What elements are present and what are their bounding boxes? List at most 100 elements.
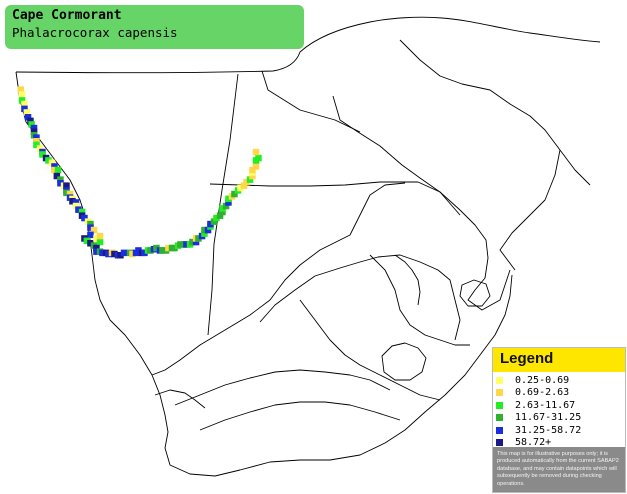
observation-cell: [120, 249, 128, 257]
province-border-1: [151, 182, 406, 376]
observation-cell: [63, 182, 70, 189]
observation-cell: [165, 244, 172, 252]
observation-cell: [33, 134, 40, 141]
species-title-box: Cape Cormorant Phalacrocorax capensis: [5, 5, 304, 49]
disclaimer-text: This map is for illustrative purposes on…: [497, 451, 619, 487]
observation-cell: [111, 250, 118, 258]
observation-cell: [171, 244, 178, 252]
observation-cell: [201, 230, 208, 237]
legend-item: 31.25-58.72: [493, 425, 625, 437]
legend-item: 11.67-31.25: [493, 412, 625, 424]
legend-swatch: [496, 377, 503, 384]
observation-cell: [30, 128, 38, 135]
observation-cell: [204, 226, 212, 234]
observation-cell: [63, 189, 70, 197]
observation-cell: [17, 86, 25, 93]
observation-cell: [93, 235, 100, 242]
observation-cell: [27, 117, 34, 125]
observation-cell: [87, 231, 94, 239]
observation-cell: [255, 154, 262, 162]
observation-cell: [36, 145, 44, 152]
observation-cell: [96, 238, 104, 246]
observation-cell: [18, 97, 26, 104]
observation-cell: [21, 100, 28, 108]
observation-cell: [81, 214, 88, 222]
observation-cell: [66, 190, 74, 198]
observation-cell: [23, 109, 31, 116]
observation-cell: [18, 91, 26, 98]
observation-cell: [21, 105, 28, 113]
observation-cell: [177, 241, 184, 248]
legend-header: Legend: [493, 348, 625, 372]
observation-cell: [105, 250, 112, 258]
observation-cell: [72, 199, 80, 206]
observation-cell: [225, 199, 232, 206]
observation-cell: [213, 214, 220, 222]
legend-label: 31.25-58.72: [515, 424, 582, 436]
observation-cell: [78, 208, 86, 216]
observation-cell: [117, 252, 124, 259]
observation-cell: [87, 240, 94, 247]
observation-cell: [252, 163, 260, 170]
observation-cell: [216, 212, 224, 219]
observation-cell: [219, 205, 226, 212]
legend-swatch: [496, 438, 503, 446]
observation-cell: [75, 206, 82, 213]
observation-cell: [87, 224, 94, 231]
observation-cell: [249, 166, 256, 174]
observation-cell: [33, 138, 40, 145]
legend-disclaimer: This map is for illustrative purposes on…: [493, 447, 625, 492]
observation-cell: [93, 248, 100, 255]
legend-title: Legend: [500, 350, 554, 367]
observation-cell: [159, 247, 166, 254]
observation-cell: [210, 218, 218, 225]
observation-cell: [135, 247, 142, 254]
observation-cell: [53, 172, 61, 180]
observation-cell: [189, 238, 196, 246]
country-border-east-notch: [559, 149, 591, 186]
legend-label: 11.67-31.25: [515, 412, 582, 424]
legend-label: 58.72+: [515, 436, 552, 448]
observation-cell: [147, 247, 154, 254]
province-border-4: [199, 401, 401, 431]
observation-cell: [192, 238, 200, 246]
observation-cell: [129, 250, 136, 258]
observation-cell: [237, 184, 244, 192]
observation-cell: [90, 226, 98, 234]
province-border-8: [154, 389, 206, 409]
observation-cell: [222, 202, 230, 210]
observation-cell: [24, 114, 32, 121]
observation-cell: [28, 121, 35, 128]
observation-cell: [51, 166, 58, 174]
observation-cell: [231, 190, 238, 198]
species-common-name: Cape Cormorant: [12, 8, 122, 23]
observation-cell: [201, 226, 208, 234]
legend-swatch: [496, 389, 503, 397]
legend-item: 58.72+: [493, 437, 625, 449]
observation-cell: [54, 166, 62, 174]
legend-swatch: [496, 414, 503, 422]
observation-cell: [183, 241, 190, 248]
observation-cell: [249, 172, 256, 180]
legend-item: 0.69-2.63: [493, 387, 625, 399]
observation-cell: [30, 124, 38, 132]
observation-cell: [51, 163, 58, 170]
species-scientific-name: Phalacrocorax capensis: [12, 25, 178, 40]
legend-swatch: [496, 401, 503, 409]
observation-cell: [96, 232, 104, 240]
province-border-2: [259, 254, 461, 341]
observation-cell: [93, 244, 100, 252]
country-border-river: [261, 70, 361, 133]
observation-cell: [225, 195, 232, 203]
legend-label: 2.63-11.67: [515, 399, 576, 411]
province-border-5: [299, 299, 441, 401]
observation-cell: [141, 249, 148, 257]
observation-grid-cells: [17, 86, 262, 259]
observation-cell: [219, 208, 226, 216]
legend-item: 2.63-11.67: [493, 400, 625, 412]
observation-cell: [57, 180, 64, 187]
observation-cell: [33, 141, 40, 149]
legend-item: 0.25-0.69: [493, 375, 625, 387]
observation-cell: [246, 176, 254, 183]
eswatini-border: [459, 279, 491, 307]
